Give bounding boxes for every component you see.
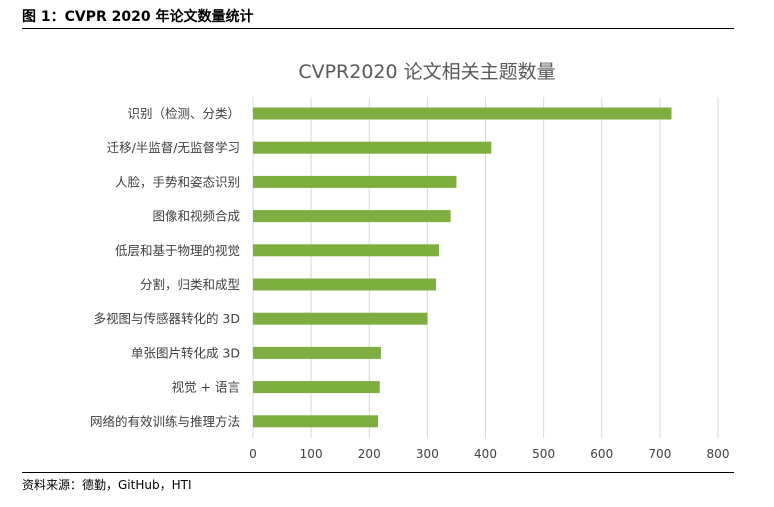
x-tick-label: 100 bbox=[300, 447, 323, 461]
bar bbox=[253, 381, 380, 394]
source-note: 资料来源：德勤，GitHub，HTI bbox=[22, 478, 192, 492]
x-tick-layer: 0 100 200 300 400 500 600 700 800 bbox=[249, 447, 729, 461]
bar bbox=[253, 244, 439, 257]
bar-layer bbox=[253, 107, 672, 428]
top-rule bbox=[22, 28, 734, 29]
category-label: 分割，归类和成型 bbox=[140, 277, 240, 292]
x-tick-label: 200 bbox=[358, 447, 381, 461]
category-label: 人脸，手势和姿态识别 bbox=[115, 174, 240, 189]
category-label: 视觉 + 语言 bbox=[172, 380, 240, 395]
x-tick-label: 400 bbox=[474, 447, 497, 461]
category-label: 多视图与传感器转化的 3D bbox=[93, 311, 240, 326]
category-label-layer: 识别（检测、分类） 迁移/半监督/无监督学习人脸，手势和姿态识别图像和视频合成低层… bbox=[90, 106, 240, 429]
bar bbox=[253, 175, 457, 188]
bar bbox=[253, 278, 437, 291]
chart-title: CVPR2020 论文相关主题数量 bbox=[298, 61, 555, 83]
category-label: 识别（检测、分类） bbox=[127, 106, 240, 121]
bar bbox=[253, 210, 451, 223]
x-tick-label: 300 bbox=[416, 447, 439, 461]
x-tick-label: 600 bbox=[590, 447, 613, 461]
bar bbox=[253, 312, 428, 325]
bottom-rule bbox=[22, 472, 734, 473]
category-label: 图像和视频合成 bbox=[152, 209, 240, 224]
figure-caption: 图 1：CVPR 2020 年论文数量统计 bbox=[22, 9, 254, 25]
bar bbox=[253, 346, 381, 359]
x-tick-label: 500 bbox=[532, 447, 555, 461]
bar bbox=[253, 141, 492, 154]
x-tick-label: 800 bbox=[707, 447, 730, 461]
bar bbox=[253, 107, 672, 120]
category-label: 迁移/半监督/无监督学习 bbox=[107, 140, 240, 155]
x-tick-label: 0 bbox=[249, 447, 257, 461]
category-label: 单张图片转化成 3D bbox=[131, 345, 240, 360]
x-tick-label: 700 bbox=[648, 447, 671, 461]
grid-layer bbox=[252, 97, 719, 438]
bar bbox=[253, 415, 378, 428]
category-label: 网络的有效训练与推理方法 bbox=[90, 414, 240, 429]
category-label: 低层和基于物理的视觉 bbox=[115, 243, 240, 258]
